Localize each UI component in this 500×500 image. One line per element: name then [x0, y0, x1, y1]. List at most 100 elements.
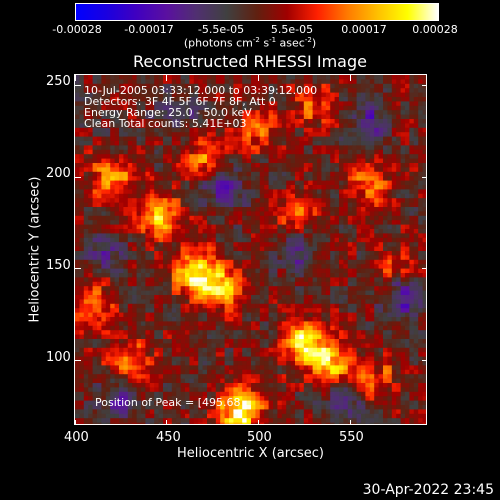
heatmap-cell — [303, 242, 309, 247]
heatmap-cell — [387, 163, 393, 168]
heatmap-cell — [193, 92, 199, 98]
heatmap-cell — [317, 97, 322, 102]
heatmap-cell — [215, 180, 221, 186]
heatmap-cell — [251, 233, 256, 239]
heatmap-cell — [343, 246, 349, 252]
heatmap-cell — [180, 224, 186, 230]
heatmap-cell — [185, 325, 190, 331]
heatmap-cell — [79, 202, 85, 208]
heatmap-cell — [180, 321, 186, 327]
heatmap-cell — [325, 127, 331, 133]
heatmap-cell — [422, 88, 426, 93]
heatmap-cell — [334, 211, 340, 217]
heatmap-cell — [396, 163, 401, 168]
heatmap-cell — [246, 339, 252, 344]
heatmap-cell — [101, 229, 107, 234]
heatmap-cell — [312, 105, 318, 111]
heatmap-cell — [303, 163, 309, 168]
heatmap-cell — [321, 237, 327, 243]
heatmap-cell — [273, 105, 278, 111]
heatmap-cell — [365, 158, 371, 164]
heatmap-cell — [215, 79, 221, 85]
heatmap-cell — [158, 202, 164, 208]
heatmap-cell — [325, 233, 331, 239]
heatmap-cell — [180, 198, 186, 203]
heatmap-cell — [378, 339, 384, 344]
heatmap-cell — [295, 105, 300, 111]
heatmap-cell — [281, 295, 287, 300]
heatmap-cell — [114, 141, 120, 146]
heatmap-cell — [97, 312, 102, 318]
heatmap-cell — [378, 255, 384, 261]
heatmap-cell — [356, 180, 362, 186]
heatmap-cell — [163, 251, 168, 256]
heatmap-cell — [369, 246, 375, 252]
heatmap-cell — [237, 303, 243, 309]
heatmap-cell — [215, 330, 221, 335]
heatmap-cell — [347, 167, 353, 173]
heatmap-cell — [259, 312, 265, 318]
heatmap-cell — [92, 277, 98, 283]
heatmap-cell — [127, 242, 133, 247]
heatmap-cell — [330, 202, 335, 208]
heatmap-cell — [264, 132, 269, 137]
heatmap-cell — [308, 242, 313, 247]
heatmap-cell — [167, 180, 173, 186]
heatmap-cell — [246, 255, 252, 261]
heatmap-cell — [97, 79, 102, 85]
heatmap-cell — [290, 88, 296, 93]
heatmap-cell — [176, 317, 181, 322]
heatmap-cell — [158, 246, 164, 252]
heatmap-cell — [343, 127, 349, 133]
heatmap-cell — [229, 277, 234, 283]
heatmap-cell — [369, 286, 375, 291]
heatmap-cell — [308, 92, 313, 98]
heatmap-cell — [180, 259, 186, 265]
heatmap-cell — [246, 158, 252, 164]
heatmap-cell — [325, 154, 331, 159]
heatmap-cell — [299, 83, 305, 89]
heatmap-cell — [163, 286, 168, 291]
heatmap-cell — [295, 286, 300, 291]
heatmap-cell — [75, 158, 80, 164]
heatmap-cell — [391, 339, 397, 344]
heatmap-cell — [79, 136, 85, 142]
heatmap-cell — [83, 246, 89, 252]
heatmap-cell — [224, 189, 230, 195]
heatmap-cell — [211, 105, 217, 111]
heatmap-cell — [413, 145, 419, 151]
heatmap-cell — [383, 277, 388, 283]
heatmap-cell — [264, 312, 269, 318]
heatmap-cell — [75, 119, 80, 124]
heatmap-cell — [286, 268, 291, 274]
heatmap-cell — [352, 312, 357, 318]
heatmap-cell — [405, 123, 410, 129]
heatmap-cell — [224, 215, 230, 221]
heatmap-cell — [259, 110, 265, 115]
heatmap-cell — [369, 242, 375, 247]
heatmap-cell — [396, 330, 401, 335]
heatmap-cell — [167, 277, 173, 283]
heatmap-cell — [339, 281, 344, 287]
heatmap-cell — [145, 286, 151, 291]
heatmap-cell — [321, 255, 327, 261]
heatmap-cell — [400, 123, 406, 129]
heatmap-cell — [286, 163, 291, 168]
heatmap-cell — [268, 312, 274, 318]
heatmap-cell — [343, 303, 349, 309]
heatmap-cell — [163, 185, 168, 190]
heatmap-cell — [356, 123, 362, 129]
heatmap-cell — [97, 145, 102, 151]
heatmap-cell — [180, 303, 186, 309]
heatmap-cell — [189, 185, 195, 190]
heatmap-cell — [127, 171, 133, 177]
heatmap-cell — [312, 299, 318, 305]
heatmap-cell — [365, 119, 371, 124]
heatmap-cell — [193, 114, 199, 120]
heatmap-cell — [158, 259, 164, 265]
heatmap-cell — [369, 136, 375, 142]
heatmap-cell — [132, 123, 137, 129]
heatmap-cell — [198, 163, 203, 168]
heatmap-cell — [396, 145, 401, 151]
heatmap-cell — [286, 295, 291, 300]
